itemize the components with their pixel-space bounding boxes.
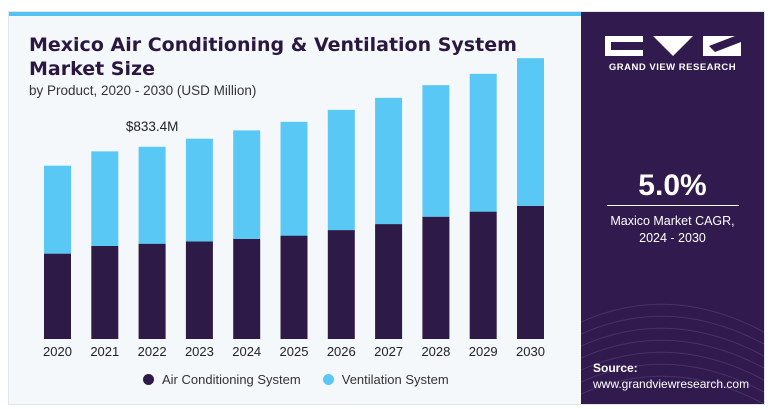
cagr-label-line2: 2024 - 2030 (639, 231, 706, 245)
x-tick-label: 2026 (327, 344, 356, 359)
bar-air-conditioning-2023 (185, 241, 213, 339)
legend-label-ventilation: Ventilation System (341, 372, 449, 387)
info-panel: GRAND VIEW RESEARCH 5.0% Maxico Market C… (581, 12, 764, 404)
bar-ventilation-2030 (517, 58, 544, 206)
bar-ventilation-2026 (327, 109, 355, 231)
x-tick-label: 2027 (374, 344, 403, 359)
bar-ventilation-2023 (185, 138, 213, 242)
bar-air-conditioning-2027 (375, 224, 403, 339)
bar-ventilation-2020 (44, 165, 71, 254)
legend: Air Conditioning System Ventilation Syst… (143, 372, 471, 387)
decorative-lines (581, 303, 764, 404)
gvr-logo-icon (605, 36, 741, 56)
legend-label-air-conditioning: Air Conditioning System (162, 372, 301, 387)
legend-item-ventilation: Ventilation System (322, 372, 449, 387)
bar-air-conditioning-2024 (233, 238, 261, 339)
legend-swatch-air-conditioning (143, 374, 154, 385)
bar-air-conditioning-2029 (469, 211, 497, 339)
bar-air-conditioning-2020 (44, 253, 71, 339)
source-link[interactable]: www.grandviewresearch.com (593, 377, 750, 391)
source-label: Source: (593, 361, 638, 375)
x-tick-label: 2028 (421, 344, 450, 359)
bar-ventilation-2028 (422, 85, 450, 217)
bar-air-conditioning-2021 (91, 246, 119, 339)
bar-ventilation-2027 (375, 97, 403, 225)
bar-chart: 2020 2021 2022 $833.4M 2023 2024 2025 2026 2027 2… (43, 58, 545, 359)
bar-ventilation-2029 (469, 73, 497, 212)
chart-title: Mexico Air Conditioning & Ventilation Sy… (29, 34, 517, 80)
cagr-divider (607, 205, 739, 206)
cagr-label: Maxico Market CAGR, 2024 - 2030 (581, 213, 764, 247)
legend-swatch-ventilation (322, 374, 334, 385)
x-tick-label: 2029 (469, 344, 498, 359)
data-label-annotation: $833.4M (126, 119, 179, 134)
bar-ventilation-2021 (91, 151, 119, 246)
chart-card: Mexico Air Conditioning & Ventilation Sy… (8, 11, 765, 405)
bar-air-conditioning-2022 (138, 243, 166, 339)
bar-ventilation-2022 (138, 146, 166, 244)
logo-text: GRAND VIEW RESEARCH (608, 62, 737, 73)
x-tick-label: 2024 (232, 344, 261, 359)
cagr-label-line1: Maxico Market CAGR, (610, 214, 735, 228)
x-tick-label: 2025 (280, 344, 309, 359)
legend-item-air-conditioning: Air Conditioning System (143, 372, 301, 387)
x-tick-label: 2020 (43, 344, 72, 359)
bar-air-conditioning-2025 (280, 235, 308, 339)
bar-ventilation-2025 (280, 121, 308, 236)
x-tick-label: 2022 (138, 344, 167, 359)
bar-air-conditioning-2028 (422, 216, 450, 339)
bar-ventilation-2024 (233, 130, 261, 239)
chart-subtitle: by Product, 2020 - 2030 (USD Million) (29, 83, 257, 98)
x-tick-label: 2030 (516, 344, 545, 359)
accent-bar (9, 12, 581, 16)
x-tick-label: 2021 (90, 344, 119, 359)
bar-air-conditioning-2030 (517, 205, 544, 339)
x-tick-label: 2023 (185, 344, 214, 359)
bar-air-conditioning-2026 (327, 230, 355, 339)
cagr-value: 5.0% (638, 169, 707, 202)
